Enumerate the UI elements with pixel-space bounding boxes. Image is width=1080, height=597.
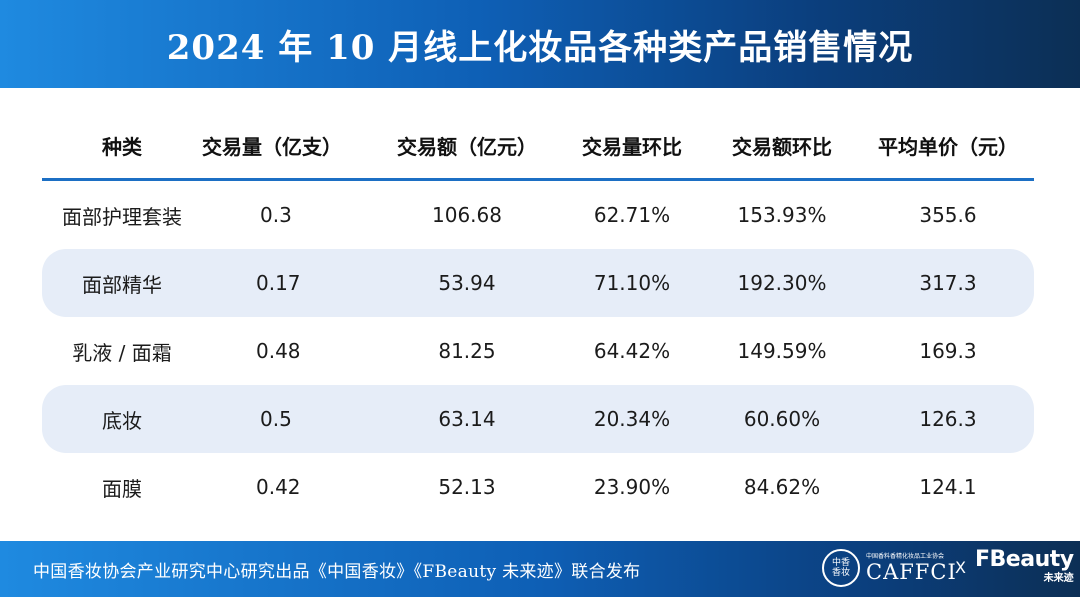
cell-volume-value: 0.42 <box>256 475 301 499</box>
column-header-amount: 交易额（亿元） <box>397 134 537 159</box>
table-row: 面膜 0.42 52.13 23.90% 84.62% 124.1 <box>42 453 1034 521</box>
cell-category: 面部护理套装 <box>62 204 182 229</box>
cell-category: 乳液 / 面霜 <box>72 340 172 365</box>
cell-avg-price: 355.6 <box>919 203 977 227</box>
cell-amount-mom: 192.30% <box>737 271 827 295</box>
cell-amount: 106.68 <box>432 203 502 227</box>
cell-volume-mom: 64.42% <box>593 339 671 363</box>
cell-category: 底妆 <box>102 408 142 433</box>
cell-amount-mom: 149.59% <box>737 339 827 363</box>
table-row: 面部护理套装 0.3 106.68 62.71% 153.93% 355.6 <box>42 181 1034 249</box>
caffci-name: CAFFCI <box>866 560 957 584</box>
cell-avg-price: 169.3 <box>919 339 977 363</box>
title-banner: 2024 年 10 月线上化妆品各种类产品销售情况 <box>0 0 1080 88</box>
cell-volume: 0.42 <box>202 475 372 499</box>
cell-amount: 53.94 <box>438 271 496 295</box>
cell-amount: 81.25 <box>438 339 496 363</box>
cell-volume-mom: 20.34% <box>593 407 671 431</box>
cell-category: 面膜 <box>102 476 142 501</box>
cell-volume-value: 0.48 <box>256 339 301 363</box>
cell-amount-mom: 60.60% <box>743 407 821 431</box>
cell-volume-value: 0.5 <box>260 407 292 431</box>
table-header-row: 种类 交易量（亿支） 交易额（亿元） 交易量环比 交易额环比 平均单价（元） <box>42 112 1034 181</box>
cell-amount: 52.13 <box>438 475 496 499</box>
cell-volume: 0.17 <box>202 271 372 295</box>
cell-avg-price: 124.1 <box>919 475 977 499</box>
cell-category: 面部精华 <box>82 272 162 297</box>
cell-amount: 63.14 <box>438 407 496 431</box>
cell-avg-price: 126.3 <box>919 407 977 431</box>
caffci-org-name: 中国香料香精化妆品工业协会 <box>866 553 945 560</box>
page-title: 2024 年 10 月线上化妆品各种类产品销售情况 <box>166 27 914 68</box>
column-header-volume: 交易量（亿支） <box>202 134 342 159</box>
table-row: 乳液 / 面霜 0.48 81.25 64.42% 149.59% 169.3 <box>42 317 1034 385</box>
cell-amount-mom: 84.62% <box>743 475 821 499</box>
caffci-wordmark: 中国香料香精化妆品工业协会 CAFFCI <box>866 553 957 583</box>
sales-table: 种类 交易量（亿支） 交易额（亿元） 交易量环比 交易额环比 平均单价（元） 面… <box>42 112 1034 521</box>
fbeauty-logo: FBeauty 未来迹 <box>975 547 1074 584</box>
column-header-amount-mom: 交易额环比 <box>732 134 832 159</box>
column-header-avg-price: 平均单价（元） <box>878 134 1018 159</box>
cell-volume-mom: 62.71% <box>593 203 671 227</box>
table-row: 底妆 0.5 63.14 20.34% 60.60% 126.3 <box>42 385 1034 453</box>
caffci-seal-icon: 中香 香妆 <box>822 549 860 587</box>
cell-volume: 0.3 <box>202 203 372 227</box>
publisher-credit: 中国香妆协会产业研究中心研究出品《中国香妆》《FBeauty 未来迹》联合发布 <box>33 561 641 582</box>
cell-volume-value: 0.3 <box>260 203 292 227</box>
cell-volume: 0.5 <box>202 407 372 431</box>
table-row: 面部精华 0.17 53.94 71.10% 192.30% 317.3 <box>42 249 1034 317</box>
fbeauty-subtitle: 未来迹 <box>1043 573 1074 584</box>
cell-volume-mom: 23.90% <box>593 475 671 499</box>
logo-separator: X <box>955 558 966 577</box>
cell-amount-mom: 153.93% <box>737 203 827 227</box>
cell-volume-mom: 71.10% <box>593 271 671 295</box>
fbeauty-name: FBeauty <box>975 547 1074 572</box>
footer-banner: 中国香妆协会产业研究中心研究出品《中国香妆》《FBeauty 未来迹》联合发布 … <box>0 541 1080 597</box>
cell-volume: 0.48 <box>202 339 372 363</box>
caffci-logo: 中香 香妆 中国香料香精化妆品工业协会 CAFFCI <box>822 549 957 587</box>
caffci-seal-text: 中香 香妆 <box>831 558 850 578</box>
column-header-category: 种类 <box>102 134 142 159</box>
column-header-volume-mom: 交易量环比 <box>582 134 682 159</box>
cell-avg-price: 317.3 <box>919 271 977 295</box>
cell-volume-value: 0.17 <box>256 271 301 295</box>
